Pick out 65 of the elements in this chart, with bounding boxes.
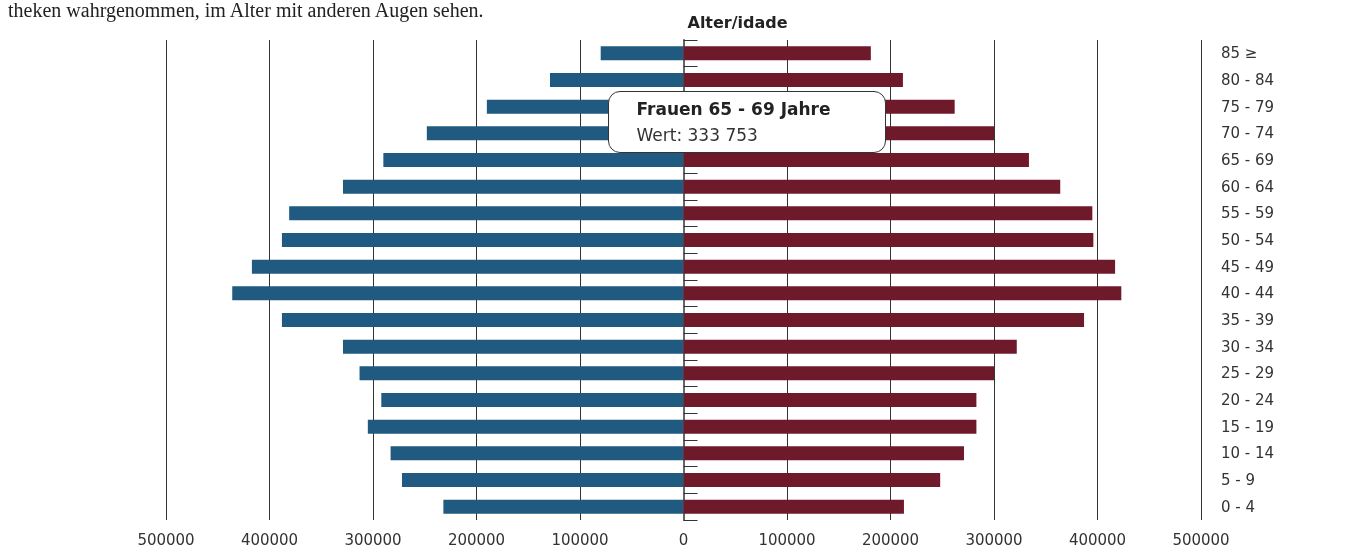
x-tick-label: 400000 <box>240 530 299 549</box>
x-tick-label: 100000 <box>758 530 816 549</box>
y-tick-label: 55 - 59 <box>1221 204 1275 223</box>
bar <box>683 313 1085 327</box>
y-tick-label: 5 - 9 <box>1221 471 1256 489</box>
y-tick-label: 60 - 64 <box>1221 177 1275 196</box>
bar <box>600 46 684 61</box>
x-tick-label: 0 <box>678 530 689 549</box>
text: theken wahrgenommen, im Alter mit anderen Augen sehen. <box>8 0 484 22</box>
x-tick-label: 100000 <box>551 530 609 549</box>
y-tick-label: 35 - 39 <box>1221 311 1275 329</box>
y-tick-label: 10 - 14 <box>1221 444 1275 463</box>
y-tick-label: 65 - 69 <box>1221 151 1275 169</box>
y-tick-label: 85 ≥ <box>1221 44 1258 63</box>
bar <box>232 286 684 301</box>
y-tick-label: 30 - 34 <box>1221 337 1275 356</box>
bar <box>683 499 904 514</box>
y-tick-label: 70 - 74 <box>1221 124 1275 143</box>
bar <box>683 339 1017 354</box>
annotation: Frauen 65 - 69 Jahre Wert: 333 753 <box>636 98 832 148</box>
bar <box>683 259 1116 274</box>
x-tick-label: 500000 <box>137 530 195 549</box>
x-tick-label: 200000 <box>861 530 920 549</box>
bar <box>359 366 684 381</box>
bar <box>683 366 994 381</box>
x-tick-label: 500000 <box>1172 530 1230 549</box>
y-tick-label: 75 - 79 <box>1221 97 1275 116</box>
y-axis-title: Alter/idade <box>687 12 788 32</box>
bar <box>683 233 1094 247</box>
bar <box>683 286 1122 301</box>
y-tick-label: 20 - 24 <box>1221 391 1275 409</box>
tooltip-box: Frauen 65 - 69 Jahre Wert: 333 753 <box>607 91 886 154</box>
x-tick-label: 300000 <box>965 530 1023 549</box>
y-tick-label: 40 - 44 <box>1221 284 1275 303</box>
bar <box>342 179 684 194</box>
x-tick-label: 400000 <box>1068 530 1127 549</box>
bar <box>251 259 684 274</box>
bar <box>381 393 684 407</box>
bar <box>342 339 684 354</box>
bar <box>281 313 684 327</box>
x-tick-label: 200000 <box>447 530 506 549</box>
y-tick-label: 25 - 29 <box>1221 364 1275 383</box>
bar <box>683 206 1093 221</box>
bar <box>683 393 977 407</box>
x-tick-label: 300000 <box>344 530 402 549</box>
bar <box>281 233 684 247</box>
y-tick-label: 45 - 49 <box>1221 257 1275 276</box>
bar <box>683 73 903 87</box>
bar <box>683 46 871 61</box>
y-tick-label: 15 - 19 <box>1221 417 1275 436</box>
bar <box>383 153 684 167</box>
bar <box>390 446 684 461</box>
bar <box>683 179 1061 194</box>
y-tick-label: 80 - 84 <box>1221 71 1275 89</box>
bar <box>289 206 684 221</box>
bar <box>683 446 964 461</box>
bar <box>549 73 684 87</box>
bar <box>443 499 684 514</box>
y-tick-label: 50 - 54 <box>1221 231 1275 249</box>
bar <box>367 419 684 434</box>
bar <box>401 473 684 487</box>
bar <box>683 473 941 487</box>
bar <box>683 153 1029 167</box>
bar <box>683 419 977 434</box>
y-tick-label: 0 - 4 <box>1221 497 1256 516</box>
